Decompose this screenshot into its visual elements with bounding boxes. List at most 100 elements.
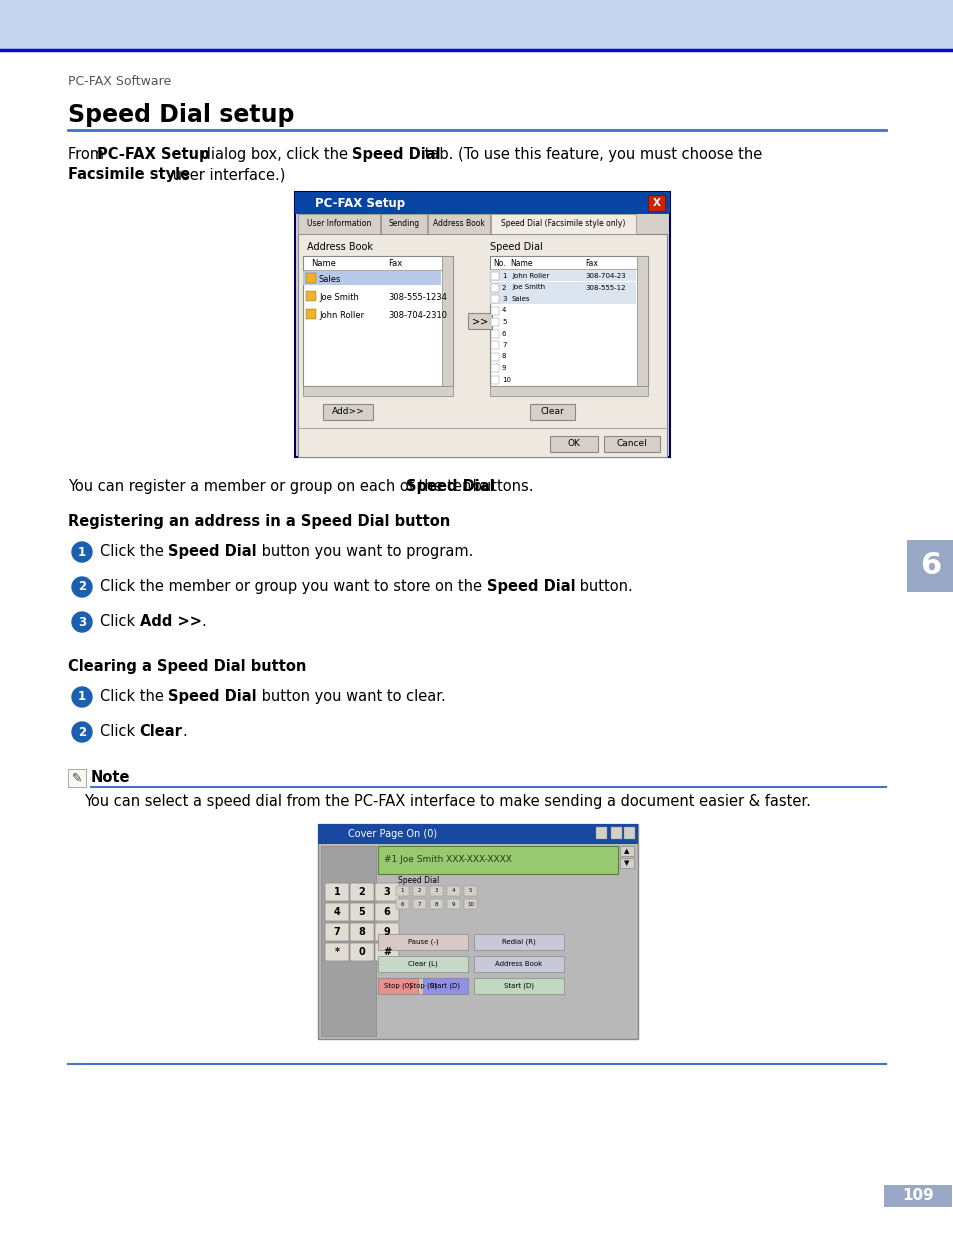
Text: Speed Dial: Speed Dial <box>397 876 438 885</box>
Text: From: From <box>68 147 109 162</box>
Bar <box>463 885 476 897</box>
Text: Speed Dial: Speed Dial <box>169 689 257 704</box>
Text: You can register a member or group on each of the ten: You can register a member or group on ea… <box>68 479 476 494</box>
Text: Start (D): Start (D) <box>503 983 534 989</box>
Text: You can select a speed dial from the PC-FAX interface to make sending a document: You can select a speed dial from the PC-… <box>84 794 810 809</box>
Text: 2: 2 <box>78 580 86 594</box>
Text: 3: 3 <box>435 888 437 893</box>
Text: X: X <box>652 198 660 207</box>
Text: >>: >> <box>472 316 488 326</box>
Text: 10: 10 <box>501 377 511 383</box>
FancyBboxPatch shape <box>325 903 349 921</box>
Circle shape <box>71 687 91 706</box>
Bar <box>647 195 664 211</box>
Bar <box>491 306 498 315</box>
Text: 6: 6 <box>919 552 941 580</box>
Text: Speed Dial: Speed Dial <box>486 579 575 594</box>
Bar <box>883 1186 951 1207</box>
Text: 9: 9 <box>501 366 506 370</box>
Text: 7: 7 <box>501 342 506 348</box>
Bar <box>380 214 427 233</box>
Circle shape <box>71 577 91 597</box>
Bar <box>603 436 659 452</box>
Bar <box>447 899 459 909</box>
Text: Sales: Sales <box>512 296 530 303</box>
Text: 308-704-2310: 308-704-2310 <box>388 310 447 320</box>
Bar <box>377 978 417 994</box>
Text: Click the member or group you want to store on the: Click the member or group you want to st… <box>100 579 486 594</box>
Text: Stop (0): Stop (0) <box>384 983 412 989</box>
Text: User Information: User Information <box>307 220 371 228</box>
Text: 1: 1 <box>501 273 506 279</box>
Text: Clear: Clear <box>539 408 563 416</box>
Circle shape <box>71 722 91 742</box>
Text: 4: 4 <box>334 906 340 918</box>
Bar <box>428 214 490 233</box>
Bar <box>303 256 453 387</box>
Text: Pause (-): Pause (-) <box>407 939 437 945</box>
Text: Start (D): Start (D) <box>430 983 459 989</box>
Bar <box>619 846 634 856</box>
Bar <box>474 978 563 994</box>
Bar <box>317 824 638 844</box>
Text: Redial (R): Redial (R) <box>501 939 536 945</box>
Bar <box>619 858 634 868</box>
Text: Address Book: Address Book <box>307 242 373 252</box>
FancyBboxPatch shape <box>325 923 349 941</box>
Text: ▲: ▲ <box>623 848 629 853</box>
Text: button you want to program.: button you want to program. <box>257 543 473 559</box>
Text: Address Book: Address Book <box>433 220 484 228</box>
Text: No.: No. <box>493 259 505 268</box>
Bar <box>474 934 563 950</box>
Bar <box>441 256 453 387</box>
Bar <box>0 0 953 49</box>
Text: 2: 2 <box>358 887 365 897</box>
Bar <box>530 404 575 420</box>
Bar <box>297 214 379 233</box>
FancyBboxPatch shape <box>375 923 398 941</box>
Text: 2: 2 <box>417 888 421 893</box>
Text: 6: 6 <box>400 902 404 906</box>
FancyBboxPatch shape <box>325 944 349 961</box>
Text: Click the: Click the <box>100 689 169 704</box>
Bar <box>491 295 498 303</box>
Bar <box>306 309 315 319</box>
Text: Click the: Click the <box>100 543 169 559</box>
Text: 5: 5 <box>358 906 365 918</box>
Bar <box>320 846 375 1036</box>
Text: 3: 3 <box>501 296 506 303</box>
Text: 8: 8 <box>501 353 506 359</box>
Text: button you want to clear.: button you want to clear. <box>257 689 445 704</box>
Text: Speed Dial: Speed Dial <box>406 479 494 494</box>
Text: 4: 4 <box>501 308 506 314</box>
Circle shape <box>71 613 91 632</box>
FancyBboxPatch shape <box>350 903 374 921</box>
Bar <box>306 273 315 283</box>
Text: Facsimile style: Facsimile style <box>68 167 190 182</box>
Text: Speed Dial setup: Speed Dial setup <box>68 103 294 127</box>
Text: Click: Click <box>100 724 139 739</box>
Text: Joe Smith: Joe Smith <box>318 293 358 301</box>
Bar <box>68 769 86 787</box>
Bar <box>377 978 468 994</box>
Text: PC-FAX Setup: PC-FAX Setup <box>97 147 210 162</box>
Text: 9: 9 <box>383 927 390 937</box>
Text: Name: Name <box>510 259 532 268</box>
Text: 1: 1 <box>400 888 404 893</box>
Bar <box>491 214 636 233</box>
Text: Speed Dial (Facsimile style only): Speed Dial (Facsimile style only) <box>500 220 625 228</box>
Circle shape <box>71 542 91 562</box>
Text: buttons.: buttons. <box>468 479 533 494</box>
Text: OK: OK <box>567 440 579 448</box>
Text: Clear (L): Clear (L) <box>408 961 437 967</box>
Text: ✎: ✎ <box>71 772 82 784</box>
Text: Add >>: Add >> <box>139 614 201 629</box>
FancyBboxPatch shape <box>375 903 398 921</box>
Bar <box>294 191 669 214</box>
Bar <box>550 436 598 452</box>
Bar <box>491 375 498 384</box>
Bar <box>468 312 492 329</box>
Text: 6: 6 <box>383 906 390 918</box>
Text: John Roller: John Roller <box>512 273 549 279</box>
Text: 3: 3 <box>383 887 390 897</box>
